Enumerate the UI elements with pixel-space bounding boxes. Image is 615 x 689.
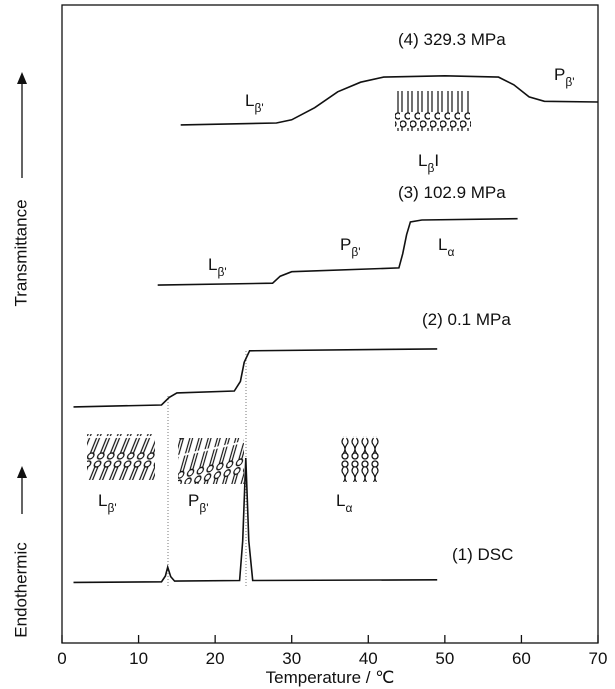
series-label: (4) 329.3 MPa [398, 30, 506, 49]
phase-symbol: L [418, 151, 427, 170]
phase-label: Lβ' [245, 91, 264, 115]
lipid-icon [395, 91, 471, 131]
series-line [180, 74, 599, 126]
phase-subscript: β' [565, 75, 574, 89]
phase-label: Pβ' [340, 235, 361, 259]
phase-suffix: I [434, 151, 439, 170]
series-line [73, 348, 438, 408]
x-tick-label: 20 [206, 649, 225, 668]
phase-subscript: β' [107, 501, 116, 515]
x-tick-label: 30 [282, 649, 301, 668]
phase-label: Lβ' [208, 255, 227, 279]
lipid-icon [340, 436, 380, 482]
phase-label: LβI [418, 151, 439, 175]
x-tick-label: 60 [512, 649, 531, 668]
axis-arrow-head [17, 466, 27, 478]
phase-symbol: L [336, 491, 345, 510]
phase-symbol: P [340, 235, 351, 254]
phase-subscript: β' [254, 101, 263, 115]
phase-symbol: L [208, 255, 217, 274]
phase-label: Lβ' [98, 491, 117, 515]
x-tick-label: 0 [57, 649, 66, 668]
series-label: (3) 102.9 MPa [398, 183, 506, 202]
series-label: (1) DSC [452, 545, 513, 564]
phase-label: Pβ' [188, 491, 209, 515]
phase-symbol: L [438, 235, 447, 254]
phase-subscript: α [345, 501, 352, 515]
phase-symbol: L [98, 491, 107, 510]
phase-symbol: P [188, 491, 199, 510]
phase-symbol: L [245, 91, 254, 110]
x-tick-label: 10 [129, 649, 148, 668]
phase-label: Pβ' [554, 65, 575, 89]
axis-arrow-head [17, 72, 27, 84]
series-line [73, 457, 438, 584]
phase-label: Lα [438, 235, 454, 259]
phase-subscript: β' [199, 501, 208, 515]
series-label: (2) 0.1 MPa [422, 310, 511, 329]
y-axis-label: Transmittance [11, 199, 30, 306]
phase-symbol: P [554, 65, 565, 84]
y-axis-label: Endothermic [11, 542, 30, 638]
phase-subscript: α [447, 245, 454, 259]
x-axis-label: Temperature / ℃ [266, 668, 395, 687]
phase-subscript: β [427, 161, 434, 175]
phase-subscript: β' [217, 265, 226, 279]
x-tick-label: 70 [589, 649, 608, 668]
x-tick-label: 40 [359, 649, 378, 668]
lipid-icon [178, 438, 244, 484]
phase-label: Lα [336, 491, 352, 515]
plot-frame [61, 4, 599, 644]
phase-subscript: β' [351, 245, 360, 259]
lipid-icon [87, 434, 155, 480]
series-line [157, 217, 518, 286]
x-tick-label: 50 [435, 649, 454, 668]
